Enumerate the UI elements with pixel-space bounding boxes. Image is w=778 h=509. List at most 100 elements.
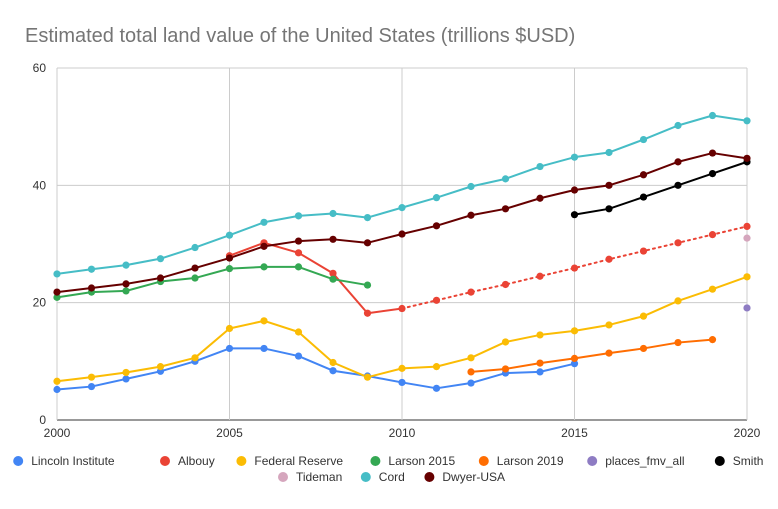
data-point-larson-2019	[605, 349, 613, 357]
data-point-lincoln-institute	[260, 344, 268, 353]
series-line-larson-2015	[56, 265, 369, 299]
data-point-federal-reserve	[398, 364, 406, 372]
x-tick-label: 2005	[216, 426, 243, 440]
legend-item-larson-2015[interactable]: Larson 2015	[370, 454, 455, 468]
data-point-dwyer-usa	[570, 186, 579, 194]
data-point-larson-2019	[501, 365, 510, 373]
legend-swatch	[424, 472, 435, 482]
data-point-smith	[570, 211, 579, 219]
legend-swatch	[278, 472, 288, 482]
data-point-cord	[156, 255, 165, 263]
data-point-cord	[708, 111, 717, 120]
data-point-cord	[53, 270, 61, 278]
data-point-lincoln-institute	[467, 379, 475, 387]
data-point-dwyer-usa	[467, 211, 475, 219]
data-point-larson-2019	[674, 338, 682, 347]
data-point-dwyer-usa	[156, 274, 165, 282]
y-tick-label: 20	[33, 296, 47, 310]
data-point-lincoln-institute	[294, 352, 303, 360]
data-point-albouy-projection	[432, 296, 441, 304]
legend-swatch	[370, 456, 381, 466]
data-point-cord	[191, 243, 199, 252]
data-point-albouy	[398, 304, 406, 313]
data-point-albouy-projection	[605, 255, 613, 263]
data-point-larson-2015	[122, 287, 130, 295]
x-tick-label: 2010	[389, 426, 416, 440]
data-point-dwyer-usa	[398, 230, 406, 238]
data-point-dwyer-usa	[605, 181, 613, 189]
data-point-larson-2019	[570, 354, 579, 362]
legend-item-smith[interactable]: Smith	[714, 454, 764, 468]
data-point-dwyer-usa	[363, 239, 372, 247]
data-point-places-fmv-all	[743, 304, 751, 312]
data-point-smith	[639, 193, 648, 201]
data-point-lincoln-institute	[432, 384, 441, 392]
data-point-larson-2015	[53, 293, 61, 301]
data-point-dwyer-usa	[225, 254, 234, 262]
data-point-federal-reserve	[708, 285, 717, 293]
legend-swatch	[587, 456, 598, 466]
data-point-federal-reserve	[570, 327, 579, 335]
legend-item-cord[interactable]: Cord	[360, 470, 405, 484]
data-point-dwyer-usa	[329, 235, 337, 243]
data-point-cord	[122, 261, 130, 269]
legend-item-albouy[interactable]: Albouy	[160, 454, 215, 468]
legend-item-places-fmv-all[interactable]: places_fmv_all	[587, 454, 685, 468]
legend-item-lincoln-institute[interactable]: Lincoln Institute	[13, 454, 115, 468]
data-point-lincoln-institute	[329, 367, 337, 375]
data-point-dwyer-usa	[501, 205, 510, 213]
data-point-federal-reserve	[432, 363, 441, 371]
data-point-albouy-projection	[501, 280, 510, 289]
data-point-smith	[674, 181, 682, 189]
data-point-lincoln-institute	[87, 382, 96, 391]
data-point-federal-reserve	[156, 363, 165, 371]
legend-item-dwyer-usa[interactable]: Dwyer-USA	[424, 470, 505, 484]
y-tick-label: 60	[33, 61, 47, 75]
data-point-larson-2015	[294, 263, 303, 271]
series-lines	[56, 114, 748, 391]
data-point-larson-2019	[536, 359, 544, 367]
legend-label: Tideman	[296, 470, 342, 484]
data-point-larson-2015	[363, 281, 372, 289]
data-point-larson-2015	[329, 275, 337, 283]
data-point-albouy-projection	[708, 231, 717, 239]
legend-swatch	[236, 456, 247, 466]
legend-label: Dwyer-USA	[442, 470, 505, 484]
data-point-cord	[225, 231, 234, 239]
data-point-cord	[536, 162, 544, 171]
data-point-smith	[605, 205, 613, 213]
data-point-larson-2019	[467, 368, 475, 376]
data-point-dwyer-usa	[674, 158, 682, 166]
legend-label: Smith	[733, 454, 764, 468]
axes: 0 20 40 60 2000 2005 2010 2015 2020	[33, 61, 761, 440]
data-point-larson-2015	[260, 263, 268, 271]
data-point-federal-reserve	[260, 317, 268, 325]
legend-item-tideman[interactable]: Tideman	[278, 470, 342, 484]
data-point-cord	[674, 121, 682, 130]
legend-item-federal-reserve[interactable]: Federal Reserve	[236, 454, 343, 468]
series-points	[53, 111, 751, 394]
data-point-lincoln-institute	[225, 344, 234, 353]
y-tick-label: 0	[39, 413, 46, 427]
legend-label: Albouy	[178, 454, 215, 468]
data-point-larson-2019	[708, 336, 717, 344]
data-point-smith	[708, 170, 717, 178]
legend-item-larson-2019[interactable]: Larson 2019	[478, 454, 564, 468]
data-point-dwyer-usa	[639, 171, 648, 179]
x-tick-label: 2020	[734, 426, 761, 440]
data-point-federal-reserve	[225, 324, 234, 333]
data-point-dwyer-usa	[743, 154, 751, 162]
data-point-cord	[467, 182, 475, 191]
data-point-federal-reserve	[605, 321, 613, 329]
data-point-albouy	[329, 269, 337, 277]
data-point-albouy-projection	[467, 288, 475, 296]
x-tick-label: 2000	[44, 426, 71, 440]
legend-label: Federal Reserve	[254, 454, 343, 468]
grid	[56, 67, 748, 421]
series-line-larson-2019	[470, 338, 714, 373]
data-point-lincoln-institute	[398, 378, 406, 387]
data-point-federal-reserve	[639, 312, 648, 320]
legend[interactable]: Lincoln Institute Albouy Federal Reserve La…	[13, 454, 763, 484]
data-point-federal-reserve	[363, 373, 372, 381]
series-line-albouy-projection	[401, 225, 748, 310]
